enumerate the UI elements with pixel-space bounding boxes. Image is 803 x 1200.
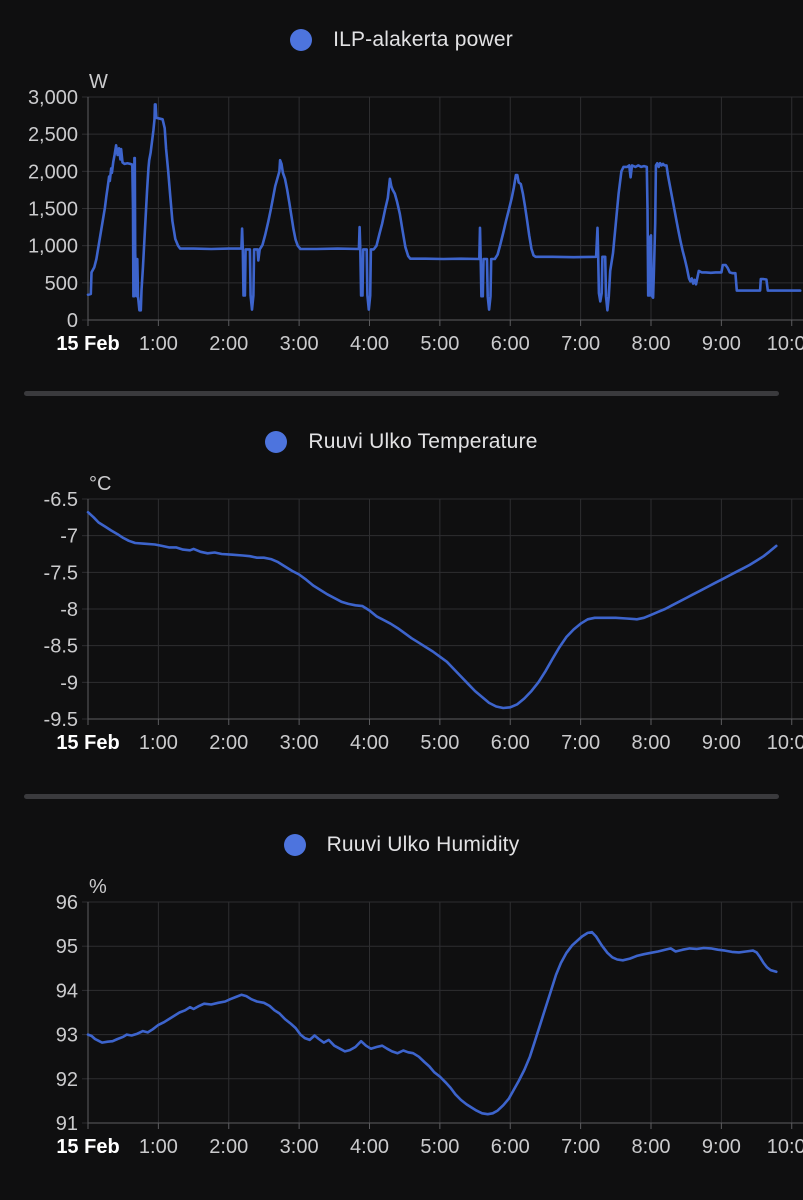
svg-text:93: 93 [56,1025,78,1047]
svg-text:-7: -7 [60,526,78,548]
svg-text:7:00: 7:00 [561,333,600,355]
power-chart-title: ILP-alakerta power [333,28,513,51]
svg-text:94: 94 [56,980,78,1002]
svg-text:7:00: 7:00 [561,1136,600,1158]
section-divider [24,391,779,396]
svg-text:1,500: 1,500 [28,199,78,221]
svg-text:3:00: 3:00 [280,333,319,355]
svg-text:-9.5: -9.5 [44,709,78,731]
svg-text:15 Feb: 15 Feb [56,333,119,355]
svg-text:2:00: 2:00 [209,333,248,355]
svg-text:9:00: 9:00 [702,333,741,355]
svg-text:8:00: 8:00 [632,1136,671,1158]
svg-text:8:00: 8:00 [632,333,671,355]
svg-text:-7.5: -7.5 [44,562,78,584]
svg-text:-6.5: -6.5 [44,489,78,511]
svg-text:-8.5: -8.5 [44,636,78,658]
svg-text:-9: -9 [60,672,78,694]
svg-text:5:00: 5:00 [420,333,459,355]
power-chart[interactable]: W 3,000 2,500 2,000 1,500 1,000 500 015 Feb 1:00… [0,70,803,363]
svg-text:15 Feb: 15 Feb [56,732,119,754]
svg-text:10:00: 10:00 [767,333,803,355]
svg-text:3,000: 3,000 [28,87,78,109]
svg-text:6:00: 6:00 [491,333,530,355]
temperature-legend-dot-icon [265,431,288,453]
temperature-chart-legend-item[interactable]: Ruuvi Ulko Temperature [0,428,803,456]
svg-text:3:00: 3:00 [280,732,319,754]
svg-text:9:00: 9:00 [702,732,741,754]
svg-text:96: 96 [56,892,78,914]
svg-text:2:00: 2:00 [209,1136,248,1158]
section-divider [24,794,779,799]
svg-text:3:00: 3:00 [280,1136,319,1158]
svg-text:2,500: 2,500 [28,124,78,146]
svg-text:91: 91 [56,1113,78,1135]
svg-text:0: 0 [67,310,78,332]
power-chart-legend-item[interactable]: ILP-alakerta power [0,26,803,54]
power-legend-dot-icon [290,29,313,51]
svg-text:1:00: 1:00 [139,732,178,754]
humidity-chart-legend-item[interactable]: Ruuvi Ulko Humidity [0,831,803,859]
svg-text:°C: °C [89,473,111,495]
svg-text:8:00: 8:00 [632,732,671,754]
humidity-chart-section: Ruuvi Ulko Humidity % 96 95 94 93 92 91 15 Feb 1… [0,831,803,1166]
svg-text:4:00: 4:00 [350,1136,389,1158]
svg-text:95: 95 [56,936,78,958]
temperature-chart-title: Ruuvi Ulko Temperature [308,430,538,453]
svg-text:1:00: 1:00 [139,1136,178,1158]
svg-text:-8: -8 [60,599,78,621]
svg-text:2,000: 2,000 [28,161,78,183]
svg-text:92: 92 [56,1069,78,1091]
svg-text:4:00: 4:00 [350,732,389,754]
temperature-chart[interactable]: °C -6.5 -7 -7.5 -8 -8.5 -9 -9.515 Feb 1:00 2:00 3:… [0,472,803,762]
svg-text:2:00: 2:00 [209,732,248,754]
humidity-legend-dot-icon [283,834,306,856]
history-dashboard: { "theme": { "bg": "#0f0f10", "grid": "#… [0,26,803,1200]
svg-text:10:00: 10:00 [767,732,803,754]
svg-text:5:00: 5:00 [420,732,459,754]
humidity-chart-title: Ruuvi Ulko Humidity [326,833,520,856]
svg-text:1,000: 1,000 [28,236,78,258]
svg-text:7:00: 7:00 [561,732,600,754]
svg-text:15 Feb: 15 Feb [56,1136,119,1158]
power-chart-section: ILP-alakerta power W 3,000 2,500 2,000 1,500… [0,26,803,363]
temperature-chart-section: Ruuvi Ulko Temperature °C -6.5 -7 -7.5 -8 -8.… [0,428,803,762]
svg-text:6:00: 6:00 [491,732,530,754]
svg-text:1:00: 1:00 [139,333,178,355]
svg-text:4:00: 4:00 [350,333,389,355]
svg-text:6:00: 6:00 [491,1136,530,1158]
svg-text:W: W [89,71,108,93]
svg-text:5:00: 5:00 [420,1136,459,1158]
svg-text:%: % [89,876,107,898]
svg-text:9:00: 9:00 [702,1136,741,1158]
svg-text:500: 500 [45,273,78,295]
svg-text:10:00: 10:00 [767,1136,803,1158]
